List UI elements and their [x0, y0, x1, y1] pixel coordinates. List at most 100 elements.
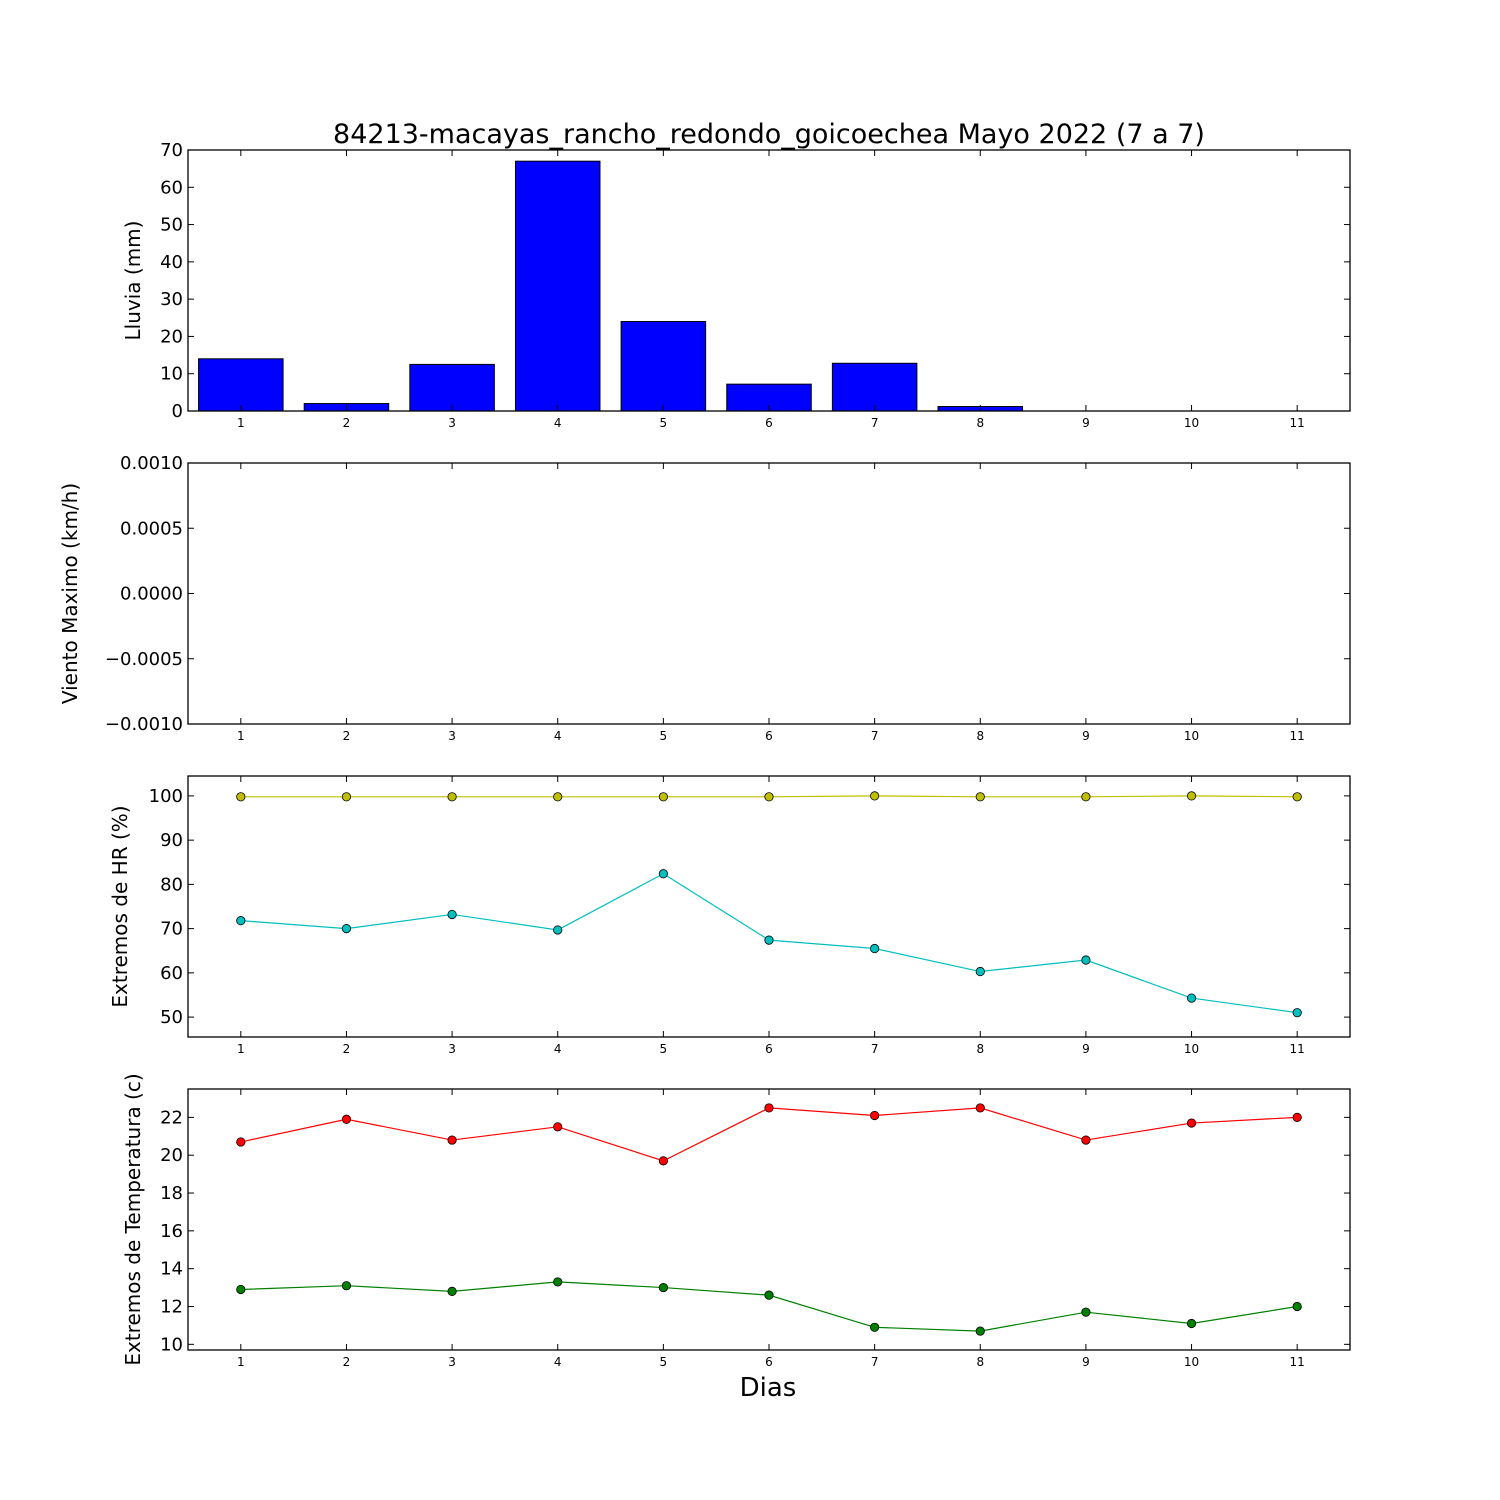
- x-tick-label: 1: [237, 1042, 245, 1056]
- data-point: [236, 916, 246, 926]
- data-point: [553, 1277, 563, 1287]
- panel-2: −0.0010 −0.0005 0.0000 0.0005 0.0010 1 2 3 4 5 6 7 8…: [58, 453, 1351, 743]
- y-tick-label: 20: [160, 1145, 183, 1166]
- data-point: [975, 966, 985, 977]
- y-tick-label: 30: [160, 289, 183, 310]
- x-tick-label: 7: [871, 416, 879, 430]
- y-tick-label: 60: [160, 177, 183, 198]
- x-tick-label: 2: [343, 1042, 351, 1056]
- y-tick-label: 90: [160, 830, 183, 851]
- x-tick-label: 6: [765, 1042, 773, 1056]
- data-point: [1186, 791, 1197, 801]
- figure-title: 84213-macayas_rancho_redondo_goicoechea …: [333, 119, 1205, 150]
- x-tick-label: 1: [237, 416, 245, 430]
- x-tick-label: 6: [765, 729, 773, 743]
- x-tick-label: 7: [871, 729, 879, 743]
- series-line-1: [240, 1107, 1298, 1162]
- bar: [514, 160, 601, 412]
- x-tick-label: 7: [871, 1042, 879, 1056]
- y-tick-label: 50: [160, 1007, 183, 1028]
- plot-frame: [187, 775, 1351, 1038]
- y-tick-label: 40: [160, 252, 183, 273]
- data-point: [1292, 1008, 1302, 1018]
- x-tick-label: 11: [1290, 416, 1305, 430]
- data-point: [1292, 1301, 1302, 1312]
- series-line-2: [240, 1281, 1298, 1332]
- x-axis-label: Dias: [740, 1373, 797, 1403]
- data-point: [236, 1284, 246, 1295]
- x-tick-label: 10: [1184, 1042, 1199, 1056]
- bar: [831, 362, 918, 412]
- x-tick-label: 9: [1082, 416, 1090, 430]
- data-point: [975, 1103, 985, 1113]
- data-point: [447, 792, 457, 802]
- data-point: [1186, 1318, 1197, 1329]
- x-tick-label: 8: [976, 1042, 984, 1056]
- y-tick-label: 0.0000: [120, 584, 183, 605]
- y-tick-label: 22: [160, 1107, 183, 1128]
- data-point: [975, 1326, 985, 1336]
- y-tick-label: 12: [160, 1297, 183, 1318]
- x-tick-label: 1: [237, 1355, 245, 1369]
- x-tick-label: 9: [1082, 1042, 1090, 1056]
- y-tick-label: 14: [160, 1259, 183, 1280]
- x-tick-label: 5: [660, 416, 668, 430]
- data-point: [1186, 993, 1197, 1003]
- data-point: [341, 792, 352, 802]
- bar: [620, 321, 707, 412]
- data-point: [447, 1286, 457, 1296]
- data-point: [1292, 792, 1302, 802]
- x-tick-label: 5: [660, 1042, 668, 1056]
- data-point: [341, 1281, 352, 1291]
- data-point: [1292, 1112, 1302, 1122]
- data-point: [975, 792, 985, 802]
- x-tick-label: 4: [554, 416, 562, 430]
- x-tick-label: 11: [1290, 729, 1305, 743]
- x-tick-label: 9: [1082, 1355, 1090, 1369]
- bar: [198, 358, 284, 412]
- data-point: [1081, 792, 1091, 802]
- bar: [409, 363, 495, 412]
- data-point: [870, 1110, 880, 1121]
- y-tick-label: 60: [160, 963, 183, 984]
- y-axis-label: Extremos de Temperatura (c): [121, 1073, 145, 1365]
- y-tick-label: −0.0010: [105, 714, 183, 735]
- x-tick-label: 7: [871, 1355, 879, 1369]
- y-tick-label: 70: [160, 140, 183, 161]
- data-point: [658, 1282, 668, 1293]
- bar: [726, 383, 812, 412]
- y-tick-label: 70: [160, 919, 183, 940]
- data-point: [764, 935, 774, 945]
- data-point: [658, 1156, 668, 1166]
- y-tick-label: 20: [160, 326, 183, 347]
- x-tick-label: 5: [660, 729, 668, 743]
- x-tick-label: 3: [448, 729, 456, 743]
- data-point: [870, 791, 880, 801]
- plot-frame: [187, 149, 1351, 412]
- x-tick-label: 8: [976, 1355, 984, 1369]
- x-tick-label: 3: [448, 416, 456, 430]
- y-tick-label: 16: [160, 1221, 183, 1242]
- data-point: [341, 1114, 352, 1124]
- x-tick-label: 2: [343, 729, 351, 743]
- data-point: [764, 792, 774, 802]
- data-point: [447, 1135, 457, 1145]
- x-tick-label: 4: [554, 729, 562, 743]
- data-point: [553, 792, 563, 802]
- x-tick-label: 4: [554, 1042, 562, 1056]
- y-tick-label: 10: [160, 1334, 183, 1355]
- panel-1: 0 10 20 30 40 50 60 70 1 2 3 4 5 6 7 8 9 10 11 Lluvia (mm): [121, 140, 1351, 430]
- plot-frame: [187, 462, 1351, 725]
- y-tick-label: 10: [160, 364, 183, 385]
- x-tick-label: 5: [660, 1355, 668, 1369]
- data-point: [236, 1137, 246, 1147]
- x-tick-label: 6: [765, 1355, 773, 1369]
- x-tick-label: 4: [554, 1355, 562, 1369]
- x-tick-label: 6: [765, 416, 773, 430]
- data-point: [764, 1290, 774, 1300]
- y-tick-label: 0: [172, 401, 183, 422]
- data-point: [870, 1322, 880, 1332]
- x-tick-label: 3: [448, 1042, 456, 1056]
- y-tick-label: −0.0005: [105, 649, 183, 670]
